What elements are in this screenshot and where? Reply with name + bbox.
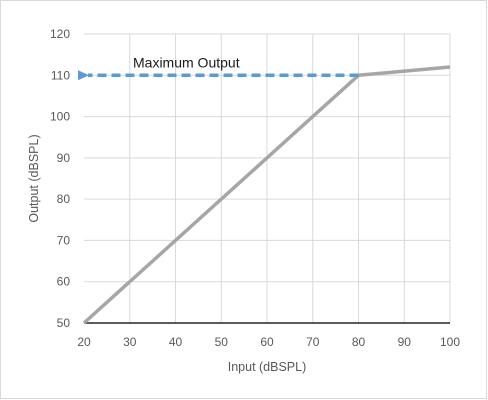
y-tick-label: 60 — [57, 275, 71, 289]
x-tick-label: 60 — [260, 335, 274, 349]
x-tick-label: 100 — [440, 335, 460, 349]
y-tick-label: 90 — [57, 151, 71, 165]
y-tick-label: 70 — [57, 233, 71, 247]
y-tick-label: 80 — [57, 192, 71, 206]
y-tick-label: 110 — [51, 68, 70, 82]
x-tick-label: 20 — [77, 335, 91, 349]
y-tick-label: 120 — [50, 27, 70, 41]
y-tick-label: 50 — [57, 316, 71, 330]
x-tick-label: 50 — [215, 335, 229, 349]
x-tick-label: 40 — [169, 335, 183, 349]
x-tick-label: 80 — [352, 335, 366, 349]
x-tick-label: 30 — [123, 335, 137, 349]
x-axis-title: Input (dBSPL) — [228, 360, 307, 374]
tick-labels: 20 30 40 50 60 70 80 90 100 50 60 70 80 90 100 110 120 — [50, 27, 460, 349]
x-tick-label: 90 — [398, 335, 412, 349]
y-tick-label: 100 — [50, 110, 70, 124]
gridlines — [84, 33, 451, 323]
x-tick-label: 70 — [306, 335, 320, 349]
y-axis-title: Output (dBSPL) — [27, 134, 41, 222]
annotations: Maximum Output — [78, 54, 359, 81]
maximum-output-label: Maximum Output — [133, 54, 240, 70]
